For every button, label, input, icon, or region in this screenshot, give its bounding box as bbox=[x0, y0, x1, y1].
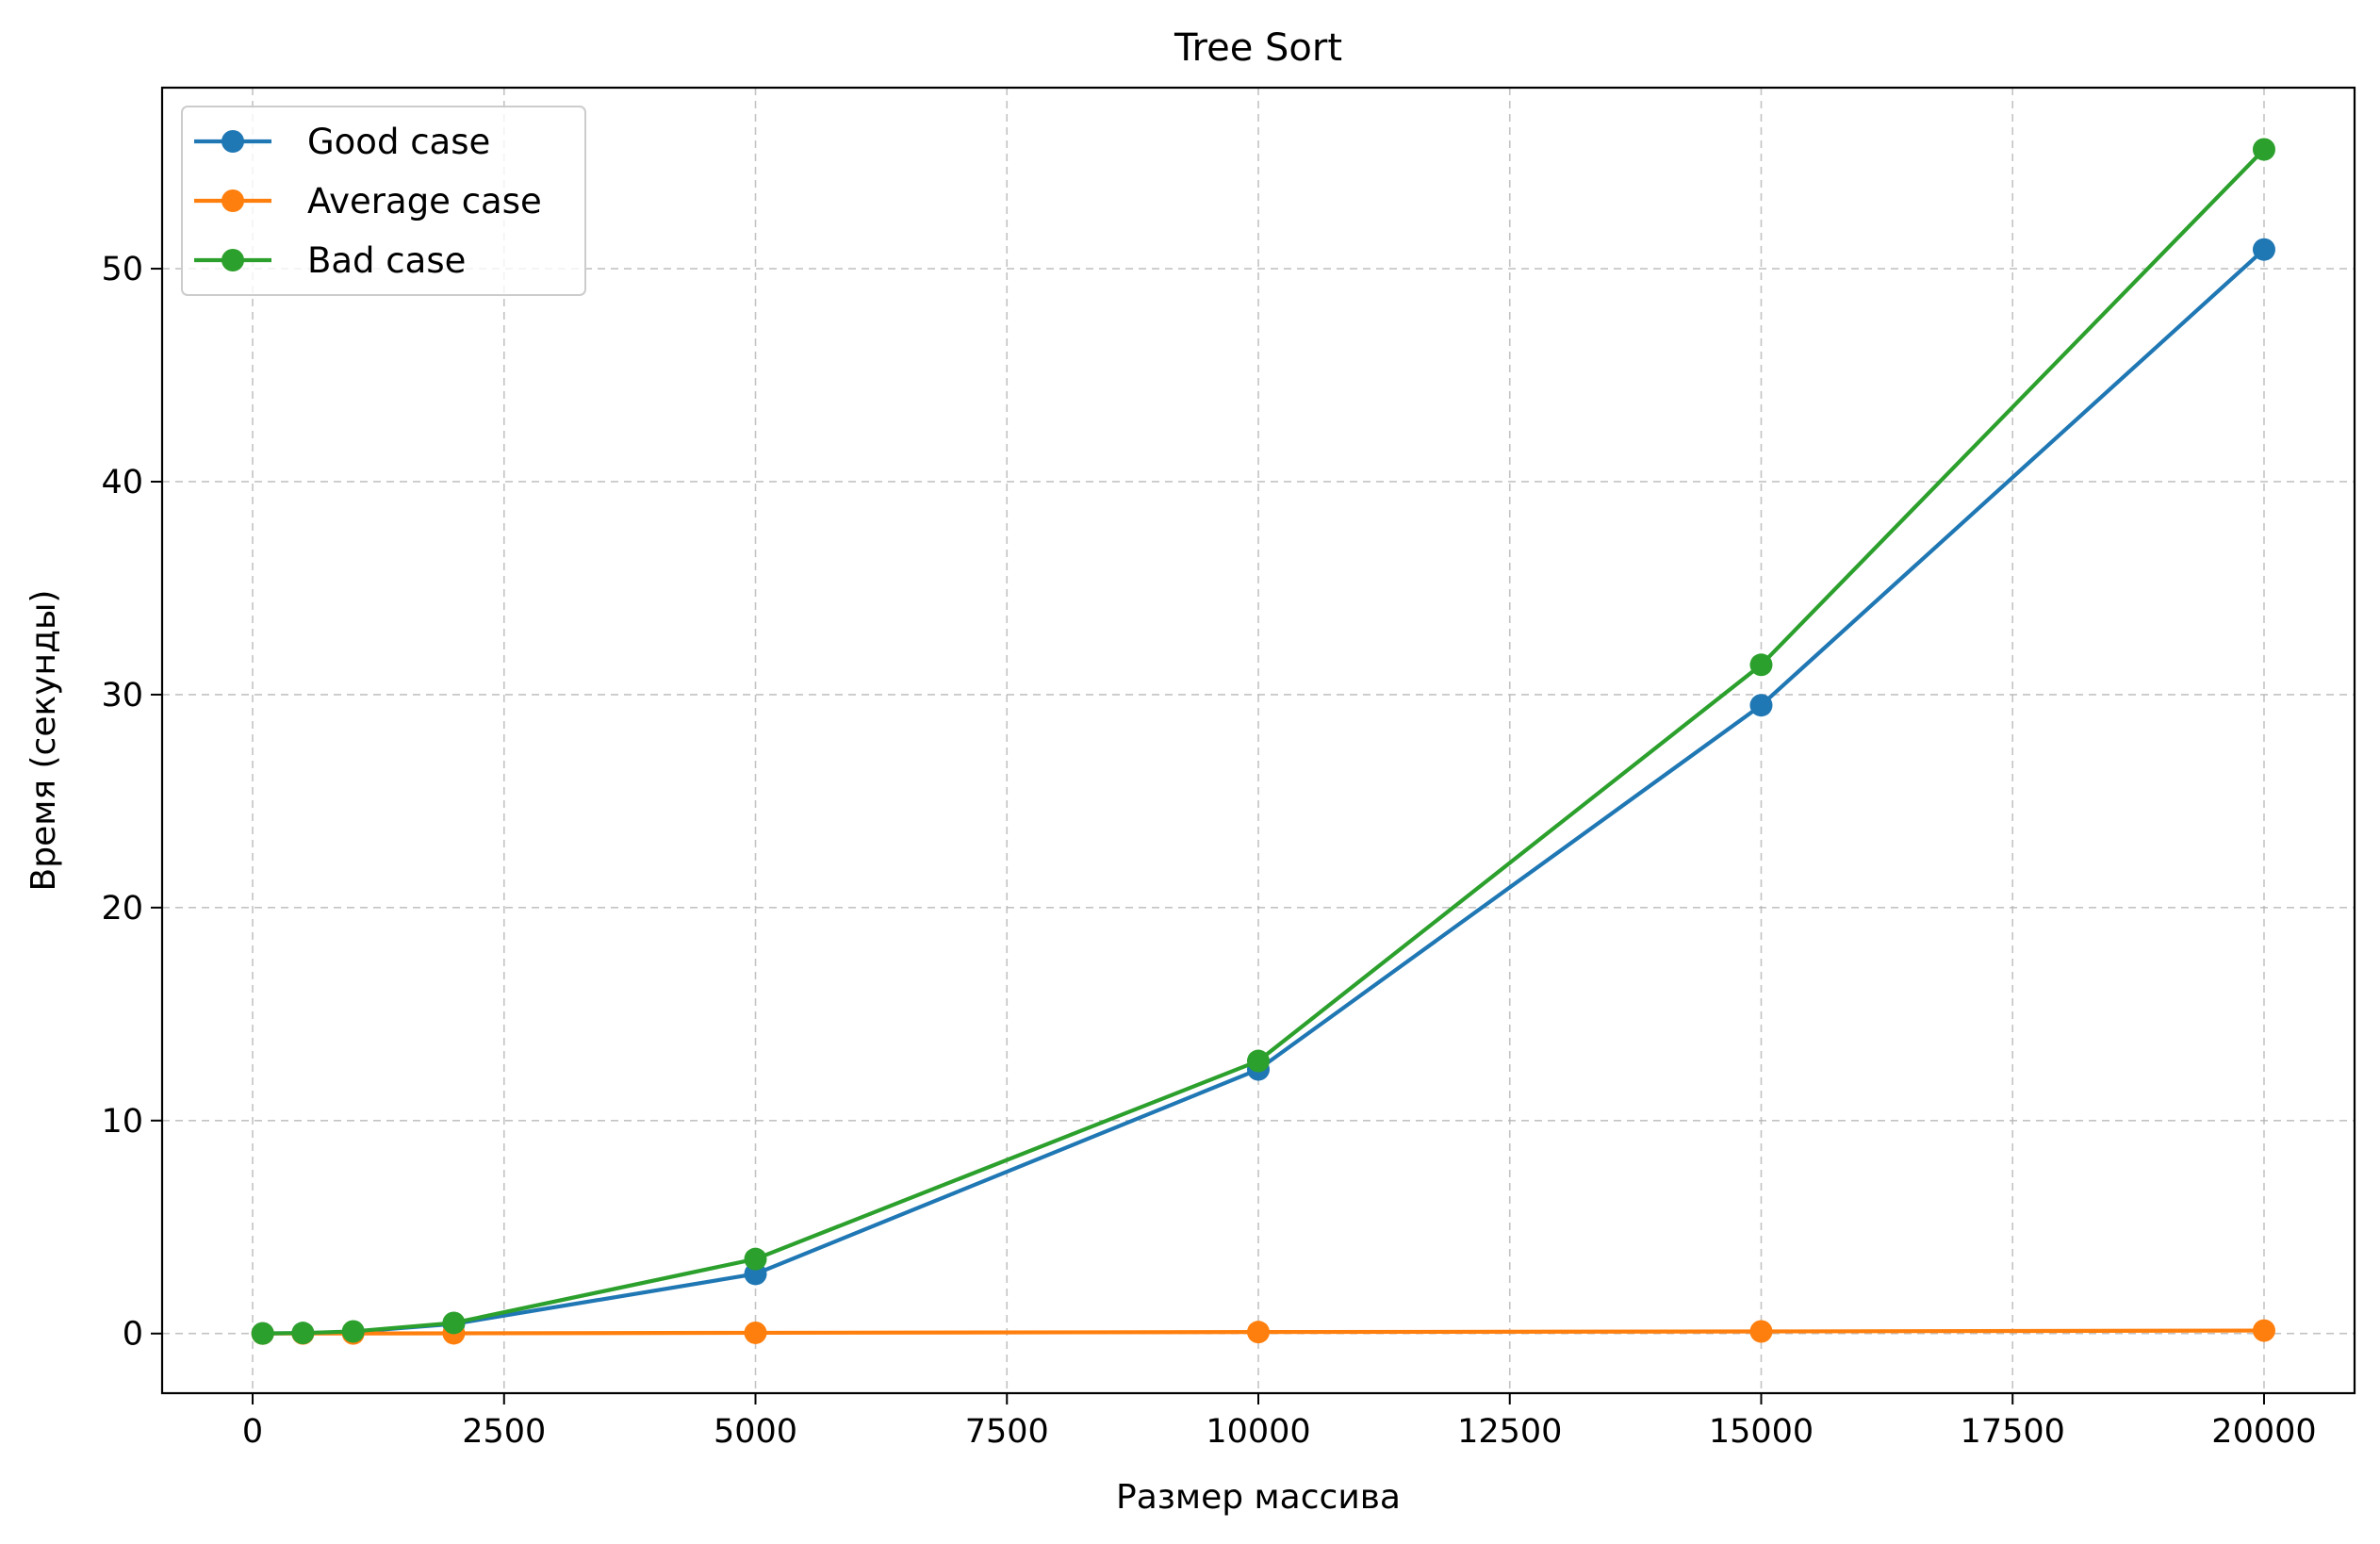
x-tick-label: 7500 bbox=[965, 1413, 1049, 1451]
data-point bbox=[1247, 1321, 1270, 1344]
legend-item: Average case bbox=[194, 181, 542, 222]
y-tick-label: 10 bbox=[101, 1103, 143, 1141]
data-point bbox=[2252, 1319, 2275, 1342]
y-tick-label: 40 bbox=[101, 464, 143, 501]
data-point bbox=[2252, 138, 2275, 161]
data-point bbox=[1749, 653, 1773, 677]
y-tick-label: 0 bbox=[123, 1316, 143, 1354]
data-point bbox=[744, 1247, 767, 1271]
x-tick-label: 17500 bbox=[1961, 1413, 2065, 1451]
series-bad-case bbox=[251, 138, 2275, 1345]
legend-label: Good case bbox=[307, 122, 490, 162]
x-tick-label: 15000 bbox=[1709, 1413, 1814, 1451]
data-point bbox=[442, 1311, 466, 1335]
data-point bbox=[251, 1322, 274, 1345]
data-point bbox=[1749, 1320, 1773, 1343]
x-tick-label: 5000 bbox=[714, 1413, 797, 1451]
data-point bbox=[2252, 238, 2275, 261]
x-tick-label: 10000 bbox=[1206, 1413, 1310, 1451]
legend-label: Bad case bbox=[307, 240, 466, 281]
data-point bbox=[744, 1321, 767, 1344]
legend-marker bbox=[222, 130, 244, 153]
legend-box bbox=[181, 106, 586, 296]
legend-item: Good case bbox=[194, 122, 490, 162]
legend-label: Average case bbox=[307, 181, 542, 222]
series-layer bbox=[251, 138, 2275, 1345]
y-tick-label: 50 bbox=[101, 251, 143, 288]
x-axis-label: Размер массива bbox=[1116, 1478, 1401, 1517]
y-tick-label: 20 bbox=[101, 890, 143, 928]
data-point bbox=[1247, 1049, 1270, 1073]
legend: Good case Average case Bad case bbox=[181, 106, 586, 296]
x-tick-label: 0 bbox=[242, 1413, 263, 1451]
data-point bbox=[1749, 694, 1773, 717]
axis-ticks: 0 2500 5000 7500 10000 12500 15000 17500 20000 0 1… bbox=[101, 251, 2316, 1451]
data-point bbox=[341, 1320, 365, 1343]
data-point bbox=[291, 1322, 315, 1345]
x-tick-label: 20000 bbox=[2211, 1413, 2316, 1451]
y-axis-label: Время (секунды) bbox=[25, 590, 63, 892]
grid bbox=[162, 88, 2355, 1393]
x-tick-label: 12500 bbox=[1457, 1413, 1562, 1451]
x-tick-label: 2500 bbox=[462, 1413, 546, 1451]
legend-marker bbox=[222, 189, 244, 212]
chart-title: Tree Sort bbox=[1174, 26, 1342, 70]
legend-marker bbox=[222, 249, 244, 271]
legend-item: Bad case bbox=[194, 240, 466, 281]
y-tick-label: 30 bbox=[101, 677, 143, 715]
